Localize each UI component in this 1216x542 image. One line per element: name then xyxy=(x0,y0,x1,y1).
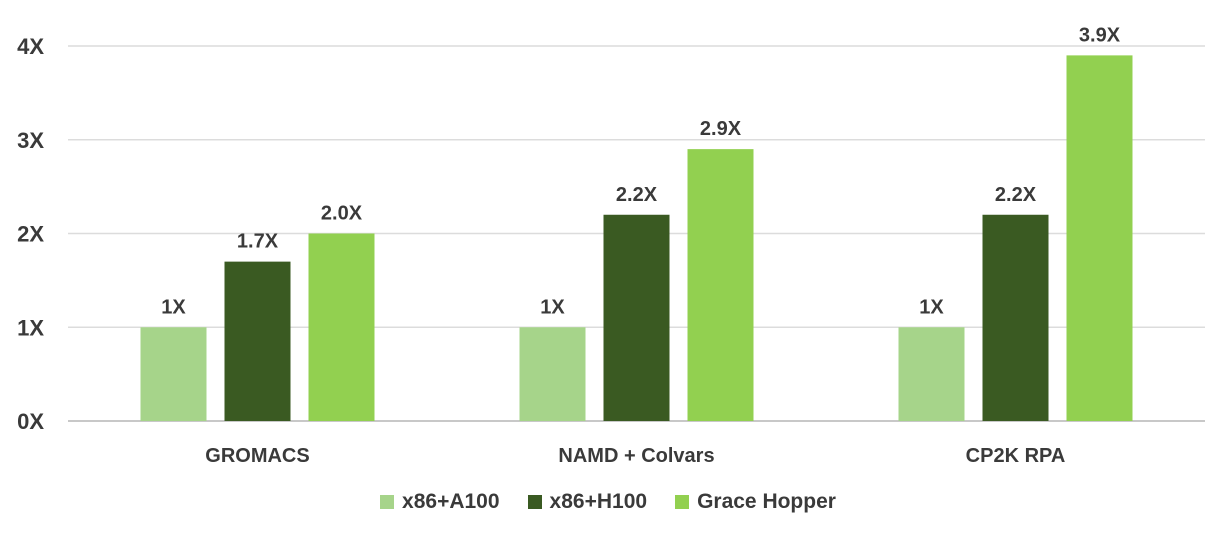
bar xyxy=(898,327,965,421)
bar xyxy=(140,327,207,421)
bars xyxy=(140,55,1133,421)
legend-item-grace-hopper: Grace Hopper xyxy=(675,490,836,514)
category-label: NAMD + Colvars xyxy=(558,445,714,467)
legend-label-h100: x86+H100 xyxy=(549,490,648,513)
legend-item-a100: x86+A100 xyxy=(380,490,500,514)
bar xyxy=(687,149,754,421)
data-label: 3.9X xyxy=(1079,24,1121,46)
y-tick-label: 4X xyxy=(17,34,44,59)
legend-swatch-a100 xyxy=(380,495,395,509)
category-label: GROMACS xyxy=(205,445,309,467)
legend: x86+A100 x86+H100 Grace Hopper xyxy=(0,490,1216,514)
data-label: 2.2X xyxy=(616,184,658,206)
y-tick-label: 0X xyxy=(17,409,44,434)
data-labels: 1X 1.7X 2.0X 1X 2.2X 2.9X 1X 2.2X 3.9X xyxy=(161,24,1120,318)
data-label: 2.2X xyxy=(995,184,1037,206)
y-tick-label: 3X xyxy=(17,128,44,153)
legend-swatch-h100 xyxy=(527,495,542,509)
legend-label-a100: x86+A100 xyxy=(402,490,500,513)
data-label: 1X xyxy=(161,296,186,318)
data-label: 2.9X xyxy=(700,118,742,140)
data-label: 1X xyxy=(540,296,565,318)
bar xyxy=(603,214,670,421)
bar xyxy=(982,214,1049,421)
y-tick-label: 2X xyxy=(17,222,44,247)
data-label: 1.7X xyxy=(237,231,279,253)
category-label: CP2K RPA xyxy=(966,445,1066,467)
data-label: 1X xyxy=(919,296,944,318)
legend-label-grace-hopper: Grace Hopper xyxy=(697,490,836,513)
bar xyxy=(519,327,586,421)
x-axis-categories: GROMACS NAMD + Colvars CP2K RPA xyxy=(205,445,1065,467)
y-tick-label: 1X xyxy=(17,315,44,340)
legend-swatch-grace-hopper xyxy=(675,495,690,509)
legend-item-h100: x86+H100 xyxy=(527,490,648,514)
bar xyxy=(308,233,375,421)
bar xyxy=(224,261,291,421)
data-label: 2.0X xyxy=(321,203,363,225)
bar-chart: 0X 1X 2X 3X 4X 1X 1.7X 2.0X 1X 2.2X 2.9X 1X 2.2X 3.9… xyxy=(17,24,1205,467)
y-axis-ticks: 0X 1X 2X 3X 4X xyxy=(17,34,44,434)
bar xyxy=(1066,55,1133,421)
